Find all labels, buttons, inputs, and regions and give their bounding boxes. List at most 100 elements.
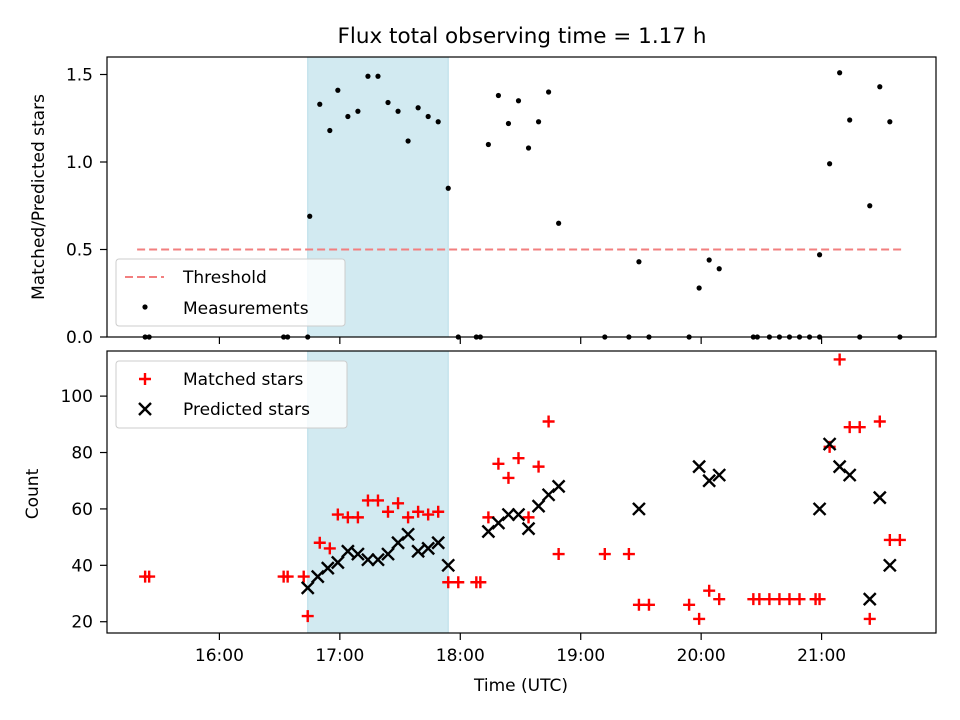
matched-point	[833, 353, 846, 366]
predicted-point	[822, 437, 837, 451]
matched-point	[703, 584, 716, 597]
predicted-point	[351, 547, 365, 561]
measurement-point	[887, 119, 893, 125]
matched-point	[773, 593, 786, 606]
top-x-ticks	[218, 337, 823, 344]
measurement-point	[405, 138, 411, 144]
matched-point	[683, 598, 696, 611]
matched-point	[763, 593, 776, 606]
predicted-point	[501, 507, 516, 522]
measurement-point	[335, 87, 341, 93]
matched-point	[313, 536, 326, 549]
matched-point	[492, 457, 505, 470]
top-y-axis-label: Matched/Predicted stars	[29, 94, 49, 300]
top-y-tick-label: 1.0	[66, 153, 93, 173]
measurement-point	[837, 70, 843, 76]
predicted-point	[421, 541, 436, 556]
measurement-point	[415, 105, 421, 111]
matched-point	[301, 610, 314, 623]
matched-point	[883, 533, 896, 546]
predicted-point	[521, 521, 536, 536]
predicted-point	[712, 468, 727, 482]
matched-point	[552, 548, 565, 561]
top-axes-frame	[106, 56, 937, 338]
matched-point	[512, 452, 525, 465]
legend-predicted-label: Predicted stars	[183, 400, 310, 420]
measurement-point	[365, 73, 371, 79]
matched-point	[522, 511, 535, 524]
measurement-point	[505, 120, 512, 127]
top-y-tick-label: 0.0	[66, 328, 93, 348]
matched-point	[361, 494, 374, 507]
measurement-point	[445, 185, 451, 191]
matched-point	[793, 593, 806, 606]
predicted-point	[320, 561, 335, 575]
measurement-point	[395, 108, 401, 114]
matched-point	[813, 593, 826, 606]
predicted-point	[882, 558, 897, 573]
matched-point	[382, 505, 395, 518]
matched-point	[452, 576, 465, 589]
measurement-point	[307, 213, 313, 219]
matched-point	[753, 593, 766, 606]
top-panel: 0.0 0.5 1.0 1.5 Matched/Predicted stars Thr…	[29, 56, 937, 348]
bottom-y-tick-label: 80	[71, 444, 93, 464]
bottom-x-tick-label: 17:00	[315, 646, 364, 666]
matched-point	[693, 612, 706, 625]
top-legend-box	[115, 258, 346, 327]
measurement-point	[317, 101, 323, 107]
legend-threshold-label: Threshold	[182, 268, 267, 288]
legend-matched-label: Matched stars	[183, 370, 303, 390]
matched-point	[502, 471, 515, 484]
measurement-point	[435, 119, 441, 125]
bottom-x-axis: 16:00 17:00 18:00 19:00 20:00 21:00	[195, 633, 846, 666]
matched-point	[432, 505, 445, 518]
matched-point	[392, 497, 405, 510]
measurement-point	[816, 252, 823, 258]
bottom-y-tick-label: 60	[71, 500, 93, 520]
bottom-legend: Matched stars Predicted stars	[115, 360, 348, 429]
matched-point	[351, 511, 364, 524]
matched-point	[713, 593, 726, 606]
predicted-point	[411, 544, 425, 559]
measurement-point	[877, 84, 883, 90]
chart-title: Flux total observing time = 1.17 h	[338, 24, 707, 49]
x-axis-label: Time (UTC)	[473, 676, 568, 696]
matched-point	[642, 598, 655, 611]
predicted-point	[692, 459, 706, 474]
measurement-point	[355, 108, 361, 114]
matched-point	[412, 505, 425, 518]
matched-point	[843, 421, 856, 434]
predicted-point	[702, 473, 717, 488]
matched-point	[474, 576, 487, 589]
matched-point	[331, 508, 344, 521]
matched-point	[873, 415, 886, 428]
bottom-legend-box	[115, 360, 348, 429]
predicted-point	[381, 547, 395, 561]
predicted-point	[511, 507, 526, 522]
predicted-point	[300, 581, 315, 595]
measurement-point	[375, 73, 381, 79]
bottom-x-tick-label: 18:00	[436, 646, 485, 666]
predicted-point	[531, 499, 546, 513]
matched-point	[323, 542, 336, 555]
top-y-tick-label: 0.5	[66, 241, 93, 261]
bottom-x-tick-label: 19:00	[556, 646, 605, 666]
measurement-point	[525, 145, 532, 151]
matched-point	[442, 576, 455, 589]
matched-point	[422, 508, 435, 521]
measurement-point	[556, 220, 562, 226]
top-y-tick-label: 1.5	[66, 66, 93, 86]
matched-point	[297, 570, 310, 583]
matched-point	[143, 570, 156, 583]
measurement-point	[636, 259, 642, 265]
legend-predicted-swatch	[138, 402, 152, 416]
bottom-y-tick-label: 40	[71, 556, 93, 576]
measurement-point	[696, 285, 702, 291]
measurement-point	[515, 98, 522, 104]
measurement-point	[425, 113, 431, 120]
measurement-point	[545, 89, 552, 95]
measurement-point	[867, 203, 873, 209]
measurement-point	[385, 99, 391, 106]
